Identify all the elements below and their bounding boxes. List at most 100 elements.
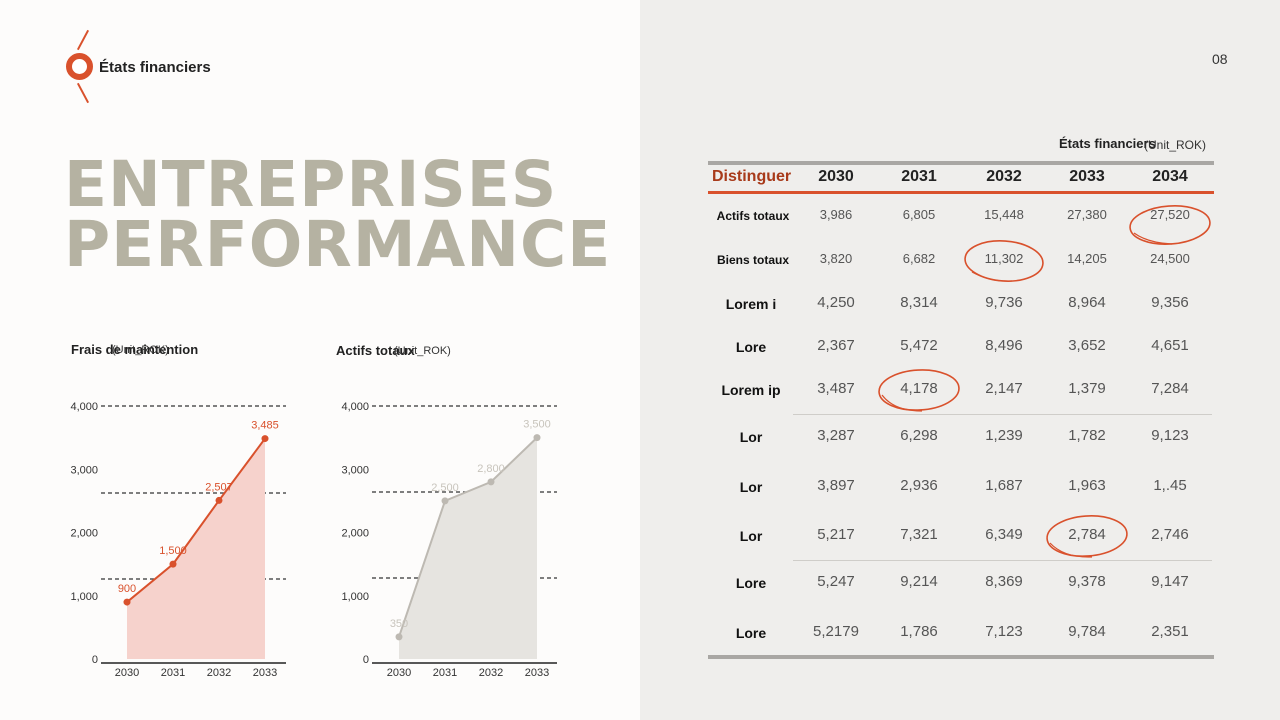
data-point (215, 496, 223, 504)
y-tick-label: 3,000 (341, 464, 369, 476)
table-bottom-rule (708, 655, 1214, 659)
data-point (533, 434, 541, 442)
series-line (398, 436, 538, 638)
table-row: Lorem i 4,250 8,314 9,736 8,964 9,356 (708, 294, 1214, 314)
table-header-year: 2031 (901, 168, 937, 185)
table-cell: 1,782 (1068, 427, 1106, 444)
data-point (123, 598, 131, 606)
table-cell: 2,936 (900, 477, 938, 494)
table-header-label: Distinguer (712, 168, 792, 185)
table-row: Biens totaux 3,820 6,682 11,302 14,205 24,500 (708, 251, 1214, 271)
highlight-circle (964, 240, 1044, 282)
table-cell: 14,205 (1067, 251, 1107, 266)
area-fill (127, 438, 265, 659)
table-cell: 8,964 (1068, 294, 1106, 311)
table-cell: 6,682 (902, 251, 936, 266)
data-point (169, 560, 177, 568)
table-cell: 3,986 (819, 207, 853, 222)
table-cell: 7,284 (1151, 380, 1189, 397)
table-cell: 6,298 (900, 427, 938, 444)
data-label: 2,800 (477, 463, 505, 475)
table-cell: 1,.45 (1153, 477, 1187, 494)
table-top-rule (708, 161, 1214, 165)
area-fill (399, 437, 537, 659)
table-row-divider (793, 560, 1212, 561)
table-row-label: Lor (739, 429, 763, 445)
table-cell: 3,287 (817, 427, 855, 444)
table-cell: 9,123 (1151, 427, 1189, 444)
data-label: 3,485 (251, 420, 279, 432)
table-cell: 7,321 (900, 526, 938, 543)
table-cell: 5,217 (817, 526, 855, 543)
table-cell: 6,349 (985, 526, 1023, 543)
data-label: 350 (390, 618, 408, 630)
table-cell: 27,520 (1150, 207, 1190, 222)
table-row: Lore 5,247 9,214 8,369 9,378 9,147 (708, 573, 1214, 593)
table-cell: 24,500 (1150, 251, 1190, 266)
table-cell: 5,2179 (813, 623, 859, 640)
data-label: 2,507 (205, 481, 233, 493)
table-header-rule (708, 191, 1214, 194)
table-row-label: Lor (739, 479, 763, 495)
data-point (487, 478, 495, 486)
chart-2-unit: (Unit_ROK) (394, 345, 451, 357)
table-cell: 2,784 (1068, 526, 1106, 543)
y-tick-label: 4,000 (70, 401, 98, 413)
data-label: 900 (118, 583, 136, 595)
table-row: Lor 3,287 6,298 1,239 1,782 9,123 (708, 427, 1214, 447)
table-cell: 8,496 (985, 337, 1023, 354)
chart-1-unit: (Unit_ROK) (112, 344, 169, 356)
data-label: 1,500 (159, 545, 187, 557)
table-cell: 1,786 (900, 623, 938, 640)
chart-2-title: Actifs totaux (336, 343, 415, 358)
table-cell: 7,123 (985, 623, 1023, 640)
y-tick-label: 3,000 (70, 464, 98, 476)
table-cell: 8,314 (900, 294, 938, 311)
chart-2: 0 1,000 2,000 3,000 4,000 350 2,500 2,800 3,500 2… (341, 401, 557, 679)
table-row: Lore 5,2179 1,786 7,123 9,784 2,351 (708, 623, 1214, 643)
table-header-year: 2034 (1152, 168, 1188, 185)
data-point (441, 497, 449, 505)
data-label: 2,500 (431, 482, 459, 494)
table-cell: 1,239 (985, 427, 1023, 444)
table-row-label: Biens totaux (716, 253, 789, 267)
table-cell: 5,472 (900, 337, 938, 354)
table-cell: 8,369 (985, 573, 1023, 590)
table-cell: 4,250 (817, 294, 855, 311)
x-tick-label: 2030 (387, 667, 411, 679)
table-cell: 9,784 (1068, 623, 1106, 640)
y-tick-label: 0 (363, 654, 369, 666)
table-row-label: Lorem ip (721, 382, 781, 398)
x-tick-label: 2032 (207, 667, 231, 679)
table-header-row: Distinguer 2030 2031 2032 2033 2034 (708, 168, 1214, 190)
table-caption: États financiers (1059, 136, 1156, 151)
table-row-divider (793, 414, 1212, 415)
table-cell: 6,805 (902, 207, 936, 222)
table-header-year: 2032 (986, 168, 1022, 185)
highlight-circle (1129, 205, 1211, 245)
table-unit: (Unit_ROK) (1144, 138, 1207, 152)
x-tick-label: 2033 (253, 667, 277, 679)
y-tick-label: 2,000 (341, 528, 369, 540)
right-panel (640, 0, 1280, 720)
table-cell: 3,897 (817, 477, 855, 494)
table-row: Lore 2,367 5,472 8,496 3,652 4,651 (708, 337, 1214, 357)
table-cell: 2,746 (1151, 526, 1189, 543)
x-tick-label: 2031 (161, 667, 185, 679)
table-cell: 15,448 (984, 207, 1024, 222)
chart-1-title: Frais de maintention (71, 342, 199, 357)
table-cell: 3,487 (817, 380, 855, 397)
x-tick-label: 2032 (479, 667, 503, 679)
table-cell: 9,356 (1151, 294, 1189, 311)
table-cell: 4,651 (1151, 337, 1189, 354)
x-tick-label: 2031 (433, 667, 457, 679)
page-title-line-1: ENTREPRISES (64, 148, 558, 221)
y-tick-label: 0 (92, 654, 98, 666)
page-title-line-2: PERFORMANCE (64, 208, 612, 281)
table-cell: 9,378 (1068, 573, 1106, 590)
table-cell: 3,820 (819, 251, 853, 266)
y-tick-label: 2,000 (70, 528, 98, 540)
y-tick-label: 1,000 (70, 591, 98, 603)
chart-1: 0 1,000 2,000 3,000 4,000 900 1,500 2,507 3,485 2… (70, 401, 286, 679)
table-cell: 3,652 (1068, 337, 1106, 354)
